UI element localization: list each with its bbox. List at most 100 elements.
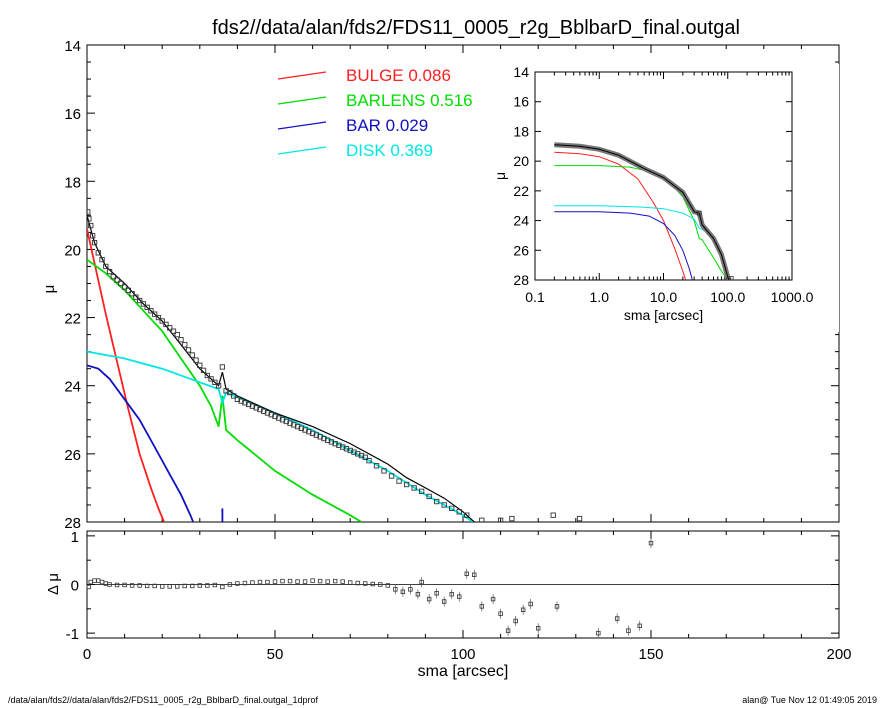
footer-right-timestamp: alan@ Tue Nov 12 01:49:05 2019 — [742, 695, 877, 705]
residual-point — [393, 587, 398, 592]
inset-series-model — [554, 144, 730, 280]
data-point — [234, 396, 241, 402]
residual-point — [626, 628, 631, 633]
residual-point — [265, 579, 270, 585]
residual-point — [325, 579, 330, 584]
residual-point — [528, 601, 533, 607]
residual-point — [434, 591, 439, 596]
data-point — [332, 440, 338, 447]
y-tick-label: 24 — [64, 379, 81, 396]
inset-y-tick-label: 14 — [513, 64, 529, 80]
series-bar — [87, 364, 195, 522]
residual-point — [464, 571, 469, 576]
data-point — [441, 502, 447, 508]
data-point — [355, 451, 361, 457]
residual-point — [408, 587, 413, 592]
data-point — [321, 435, 327, 442]
residual-point — [295, 579, 300, 584]
data-point — [306, 429, 312, 435]
data-point — [411, 485, 417, 491]
data-point — [418, 488, 425, 494]
data-point — [215, 383, 222, 389]
data-point — [88, 222, 94, 229]
data-point — [261, 408, 267, 414]
data-point — [309, 430, 316, 437]
data-point — [358, 452, 365, 459]
residual-point — [419, 579, 424, 585]
residual-point — [167, 584, 172, 589]
residual-point — [220, 584, 225, 590]
y-tick-label: 22 — [64, 311, 81, 328]
data-point — [208, 376, 214, 382]
inset-x-tick-label: 1.0 — [590, 289, 610, 305]
data-point — [347, 447, 353, 454]
data-point — [140, 301, 147, 307]
inset-series-bulge — [554, 151, 687, 280]
residual-point — [614, 616, 620, 621]
y-tick-label: 18 — [64, 174, 81, 191]
data-point — [253, 405, 259, 411]
data-point — [294, 423, 301, 430]
inset-y-tick-label: 28 — [513, 272, 529, 288]
data-point — [106, 268, 113, 275]
inset-y-tick-label: 20 — [513, 153, 529, 169]
legend-swatch-barlens — [277, 96, 327, 105]
residual-point — [505, 628, 511, 633]
data-point — [219, 364, 226, 370]
data-point — [170, 328, 177, 334]
legend-label-bar: BAR 0.029 — [346, 116, 428, 135]
data-point — [223, 388, 229, 394]
residual-point — [159, 584, 165, 589]
data-point — [257, 406, 263, 413]
data-point — [174, 331, 180, 338]
residual-point — [99, 579, 105, 585]
data-point — [121, 284, 128, 290]
residual-point — [385, 583, 390, 588]
data-point — [317, 434, 323, 440]
data-point — [148, 308, 154, 314]
data-point — [185, 347, 192, 353]
data-point — [324, 437, 331, 443]
residual-point — [513, 618, 518, 624]
residual-point — [152, 583, 157, 589]
series-model — [87, 215, 475, 522]
data-point — [200, 367, 207, 374]
residual-point — [122, 582, 127, 588]
data-point — [129, 291, 135, 297]
data-point — [456, 509, 462, 515]
inset-y-tick-label: 26 — [513, 242, 529, 258]
data-point — [91, 239, 98, 246]
data-point — [449, 505, 455, 512]
residual-point — [637, 623, 642, 629]
data-point — [246, 401, 252, 408]
legend-label-barlens: BARLENS 0.516 — [346, 91, 473, 110]
data-point — [328, 439, 335, 445]
residual-point — [86, 584, 92, 590]
residual-point — [490, 596, 496, 602]
data-point — [152, 311, 158, 317]
legend-label-bulge: BULGE 0.086 — [346, 66, 451, 85]
inset-data-point — [696, 210, 702, 216]
data-point — [182, 342, 188, 348]
residual-point — [144, 583, 150, 589]
residual-point — [363, 581, 368, 586]
residual-point — [317, 578, 323, 584]
data-point — [95, 250, 101, 256]
resid-x-tick-label: 100 — [450, 646, 475, 663]
y-tick-label: 14 — [64, 38, 81, 55]
resid-y-tick-label: -1 — [66, 626, 79, 643]
y-tick-label: 26 — [64, 447, 81, 464]
inset-x-tick-label: 10.0 — [650, 289, 677, 305]
data-point — [362, 454, 368, 460]
residual-point — [92, 578, 97, 583]
main-series-group — [87, 209, 583, 522]
data-point — [114, 277, 120, 283]
data-point — [197, 362, 203, 368]
data-point — [204, 372, 210, 379]
data-point — [227, 389, 233, 396]
residual-point — [272, 579, 278, 584]
residual-point — [137, 583, 142, 588]
data-point — [373, 463, 380, 469]
data-point — [103, 263, 109, 270]
data-point — [272, 413, 278, 420]
